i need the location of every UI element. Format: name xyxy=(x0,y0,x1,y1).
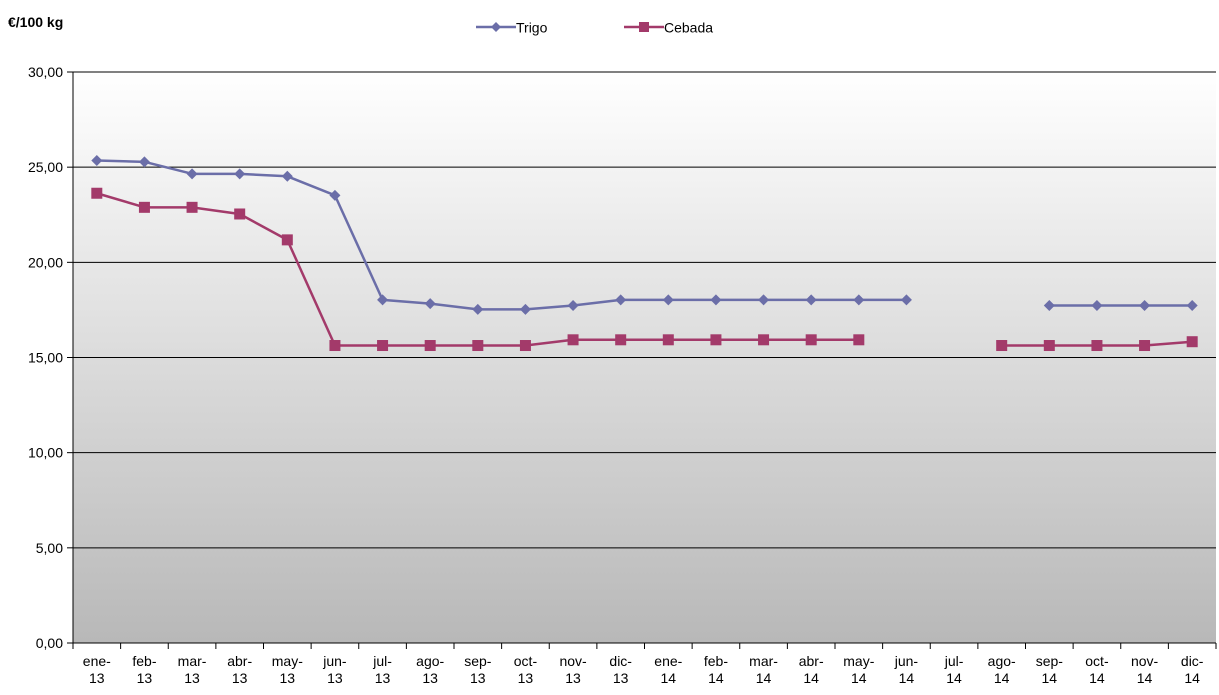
cebada-point xyxy=(234,208,246,220)
y-tick-label: 15,00 xyxy=(28,350,63,366)
trigo-point xyxy=(1186,300,1198,312)
x-tick-label: sep-14 xyxy=(1036,653,1064,686)
y-tick-label: 30,00 xyxy=(28,64,63,80)
cebada-point xyxy=(758,334,770,346)
x-tick-label: abr-14 xyxy=(799,653,824,686)
x-tick-label: ene-14 xyxy=(654,653,682,686)
trigo-point xyxy=(710,294,722,306)
x-tick-label: oct-13 xyxy=(514,653,538,686)
cebada-point xyxy=(710,334,722,346)
cebada-point xyxy=(91,187,103,199)
cebada-point xyxy=(1186,336,1198,348)
trigo-point xyxy=(424,298,436,310)
x-tick-label: mar-14 xyxy=(749,653,778,686)
cebada-point xyxy=(281,234,293,246)
cebada-legend-label: Cebada xyxy=(664,19,714,36)
cebada-point xyxy=(662,334,674,346)
trigo-point xyxy=(472,303,484,315)
x-tick-label: abr-13 xyxy=(227,653,252,686)
trigo-point xyxy=(138,156,150,168)
y-tick-label: 25,00 xyxy=(28,159,63,175)
y-tick-label: 0,00 xyxy=(36,635,63,651)
cebada-point xyxy=(424,340,436,352)
trigo-point xyxy=(234,168,246,180)
trigo-point xyxy=(91,155,103,167)
trigo-point xyxy=(519,303,531,315)
cebada-point xyxy=(853,334,865,346)
trigo-point xyxy=(662,294,674,306)
x-tick-label: dic-14 xyxy=(1181,653,1204,686)
x-tick-label: may-14 xyxy=(843,653,874,686)
y-tick-label: 10,00 xyxy=(28,445,63,461)
trigo-point xyxy=(900,294,912,306)
trigo-point xyxy=(567,300,579,312)
trigo-point xyxy=(853,294,865,306)
trigo-point xyxy=(1139,300,1151,312)
cebada-point xyxy=(615,334,627,346)
trigo-point xyxy=(615,294,627,306)
cebada-point xyxy=(377,340,389,352)
y-tick-label: 5,00 xyxy=(36,540,63,556)
cebada-point xyxy=(186,201,198,213)
x-tick-label: feb-13 xyxy=(132,653,156,686)
cebada-point xyxy=(996,340,1008,352)
y-tick-label: 20,00 xyxy=(28,254,63,270)
x-tick-label: jul-13 xyxy=(372,653,392,686)
x-tick-label: jul-14 xyxy=(944,653,964,686)
cebada-legend-swatch xyxy=(624,22,664,33)
y-axis-label: €/100 kg xyxy=(8,14,64,30)
x-tick-label: ene-13 xyxy=(83,653,111,686)
cebada-point xyxy=(329,340,341,352)
trigo-point xyxy=(186,168,198,180)
trigo-legend-label: Trigo xyxy=(516,19,548,36)
cebada-point xyxy=(1139,340,1151,352)
x-tick-label: dic-13 xyxy=(609,653,632,686)
cebada-point xyxy=(805,334,817,346)
trigo-point xyxy=(329,189,341,201)
trigo-point xyxy=(1091,300,1103,312)
trigo-point xyxy=(758,294,770,306)
x-tick-label: may-13 xyxy=(272,653,303,686)
x-tick-label: ago-13 xyxy=(416,653,444,686)
trigo-point xyxy=(281,170,293,182)
legend-item-trigo: Trigo xyxy=(476,18,547,35)
trigo-point xyxy=(805,294,817,306)
x-tick-label: sep-13 xyxy=(464,653,492,686)
x-tick-label: nov-13 xyxy=(559,653,587,686)
trigo-line xyxy=(96,159,907,311)
x-tick-label: oct-14 xyxy=(1085,653,1109,686)
legend-item-cebada: Cebada xyxy=(624,18,713,35)
cebada-point xyxy=(1043,340,1055,352)
x-tick-label: nov-14 xyxy=(1131,653,1159,686)
cebada-point xyxy=(472,340,484,352)
trigo-legend-swatch xyxy=(476,22,516,33)
cebada-point xyxy=(519,340,531,352)
x-tick-label: jun-13 xyxy=(322,653,347,686)
x-tick-label: jun-14 xyxy=(894,653,919,686)
x-tick-label: ago-14 xyxy=(988,653,1016,686)
x-tick-label: mar-13 xyxy=(178,653,207,686)
cebada-point xyxy=(138,201,150,213)
cebada-point xyxy=(567,334,579,346)
cebada-point xyxy=(1091,340,1103,352)
trigo-point xyxy=(377,294,389,306)
x-tick-label: feb-14 xyxy=(704,653,728,686)
trigo-point xyxy=(1043,300,1055,312)
